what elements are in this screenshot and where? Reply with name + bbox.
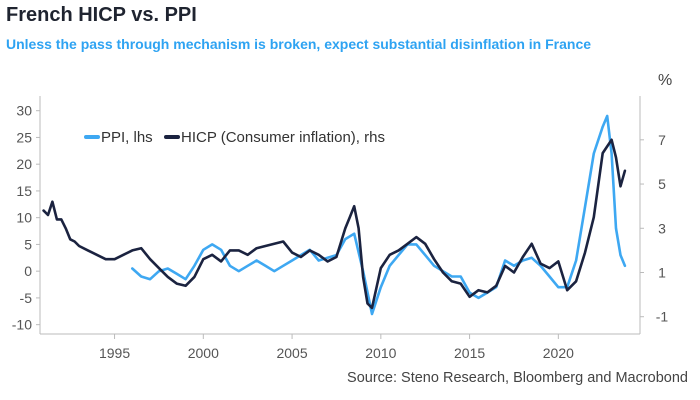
chart-title: French HICP vs. PPI — [6, 4, 197, 26]
legend-item-label: HICP (Consumer inflation), rhs — [181, 129, 385, 146]
source-note: Source: Steno Research, Bloomberg and Ma… — [347, 370, 688, 386]
left-axis-tick-label: 20 — [16, 156, 32, 172]
x-axis-tick-label: 1995 — [99, 345, 130, 361]
hicp-series-line — [42, 138, 627, 310]
x-axis-tick-label: 2000 — [188, 345, 219, 361]
left-axis-tick-label: 30 — [16, 103, 32, 119]
left-axis-tick-label: 10 — [16, 210, 32, 226]
left-axis-tick-label: 0 — [24, 263, 32, 279]
x-axis-tick-label: 2015 — [454, 345, 485, 361]
right-axis-tick-label: 5 — [658, 176, 666, 192]
right-axis-tick-label: 1 — [658, 265, 666, 281]
right-axis-unit: % — [658, 72, 673, 89]
right-axis-tick-label: 3 — [658, 220, 666, 236]
left-axis-tick-label: -10 — [12, 317, 32, 333]
left-axis-tick-label: 15 — [16, 183, 32, 199]
left-axis-tick-label: -5 — [20, 290, 33, 306]
legend-item-label: PPI, lhs — [101, 129, 153, 146]
right-axis-tick-label: -1 — [656, 309, 669, 325]
left-axis-tick-label: 5 — [24, 236, 32, 252]
right-axis-tick-label: 7 — [658, 132, 666, 148]
x-axis-tick-label: 2020 — [543, 345, 574, 361]
ppi-series-line — [131, 114, 627, 316]
left-axis-tick-label: 25 — [16, 129, 32, 145]
chart-subtitle: Unless the pass through mechanism is bro… — [6, 36, 592, 52]
x-axis-tick-label: 2005 — [276, 345, 307, 361]
x-axis-tick-label: 2010 — [365, 345, 396, 361]
